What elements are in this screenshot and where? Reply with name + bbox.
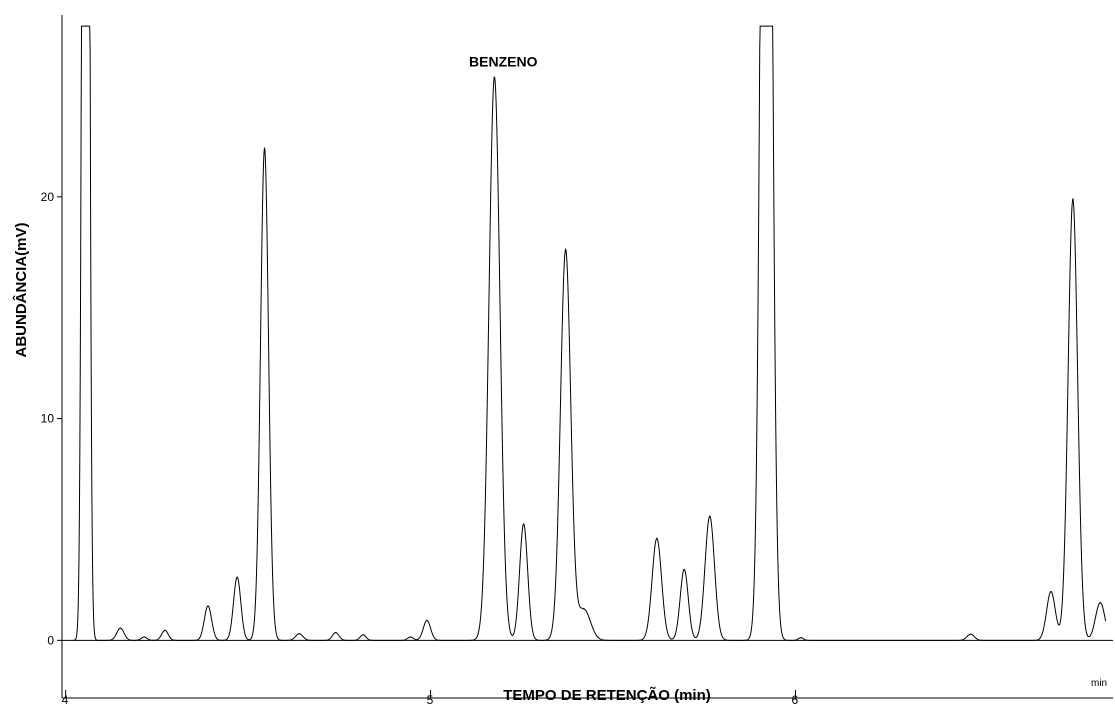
peak-apex-14 xyxy=(523,523,525,525)
benzeno-peak-label: BENZENO xyxy=(469,54,538,70)
peak-apex-2 xyxy=(119,627,121,629)
peak-apex-12 xyxy=(426,619,428,621)
y-tick-label-10: 10 xyxy=(41,412,55,426)
peak-apex-25 xyxy=(1099,602,1101,604)
peak-apex-24 xyxy=(1072,198,1074,200)
peak-apex-19 xyxy=(709,515,711,517)
peak-apex-17 xyxy=(656,537,658,539)
peak-apex-3 xyxy=(143,636,145,638)
peak-apex-1 xyxy=(85,25,87,27)
y-axis-title: ABUNDÂNCIA(mV) xyxy=(12,223,30,358)
peak-apex-13 xyxy=(493,76,496,78)
peak-apex-5 xyxy=(207,605,209,607)
peak-apex-21 xyxy=(800,637,802,639)
peak-apex-22 xyxy=(970,633,972,635)
peak-apex-10 xyxy=(362,634,364,636)
x-tick-label-6: 6 xyxy=(792,693,799,706)
peak-apex-18 xyxy=(683,568,685,570)
peak-apex-23 xyxy=(1050,590,1052,593)
peak-apex-8 xyxy=(298,633,300,635)
peak-apex-4 xyxy=(164,629,166,631)
x-tick-label-4: 4 xyxy=(62,693,69,706)
peak-apex-6 xyxy=(236,576,238,578)
peak-apex-16 xyxy=(583,608,585,610)
peak-apex-9 xyxy=(335,631,337,634)
chromatogram-signal-line xyxy=(72,25,1107,641)
y-tick-label-0: 0 xyxy=(47,633,54,647)
y-tick-label-20: 20 xyxy=(41,190,55,204)
x-unit-label: min xyxy=(1091,678,1107,689)
peak-apex-15 xyxy=(565,249,567,251)
peak-apex-7 xyxy=(263,147,266,149)
peak-apex-11 xyxy=(409,636,412,638)
x-axis-title: TEMPO DE RETENÇÃO (min) xyxy=(503,686,711,704)
peak-apex-20 xyxy=(765,25,767,27)
x-tick-label-5: 5 xyxy=(427,693,434,706)
